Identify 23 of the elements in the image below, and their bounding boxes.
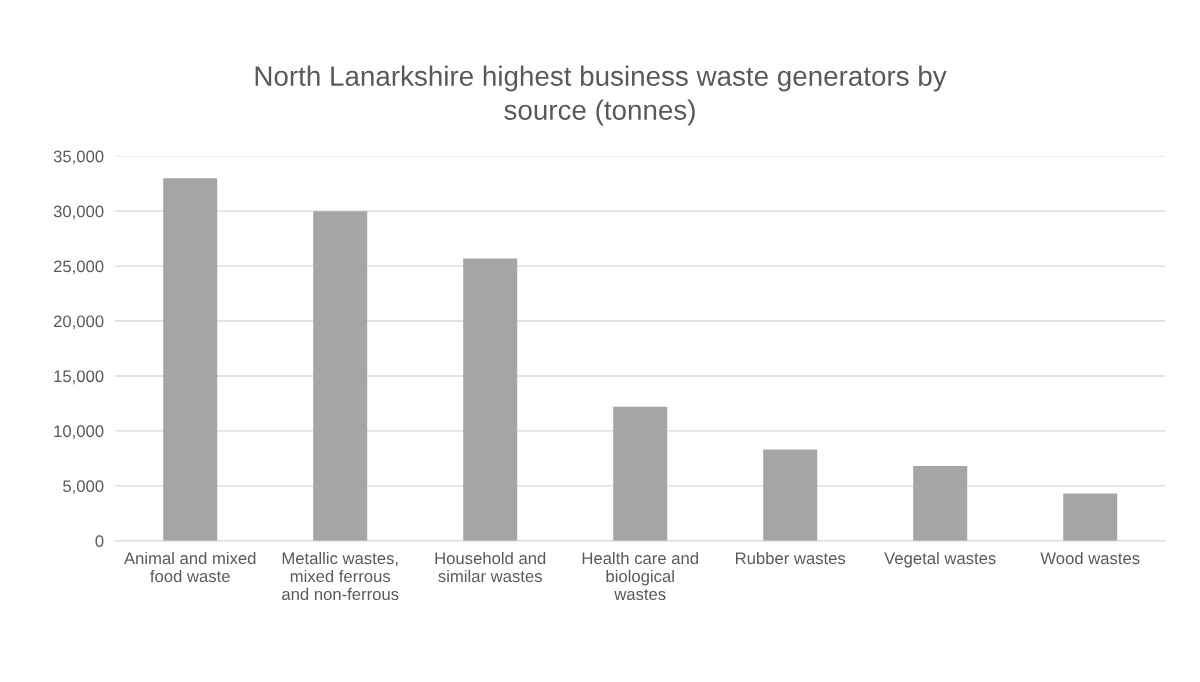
- bar: [1063, 493, 1118, 541]
- y-tick-label: 10,000: [54, 425, 104, 440]
- bar: [313, 211, 368, 541]
- y-tick-label: 15,000: [54, 370, 104, 385]
- x-tick-label: Vegetal wastes: [884, 551, 996, 568]
- x-tick-label: Rubber wastes: [735, 551, 846, 565]
- x-tick-label: Health care and biological wastes: [582, 551, 698, 601]
- y-tick-label: 0: [95, 535, 104, 548]
- bar: [463, 258, 518, 541]
- x-tick-label: Metallic wastes, mixed ferrous and non-ferrous: [282, 551, 399, 601]
- y-tick-label: 5,000: [63, 480, 104, 495]
- y-tick-label: 20,000: [53, 315, 104, 330]
- chart-title: North Lanarkshire highest business waste generators by source (tonnes): [255, 65, 947, 126]
- bar: [163, 178, 218, 541]
- bar: [913, 466, 968, 541]
- y-tick-label: 25,000: [53, 260, 104, 275]
- y-tick-label: 30,000: [53, 205, 104, 220]
- x-tick-label: Household and similar wastes: [435, 551, 546, 583]
- bar: [763, 449, 818, 541]
- x-tick-label: Animal and mixed food waste: [124, 551, 256, 583]
- x-tick-label: Wood wastes: [1040, 551, 1140, 565]
- bar: [613, 406, 668, 541]
- y-tick-label: 35,000: [53, 150, 104, 165]
